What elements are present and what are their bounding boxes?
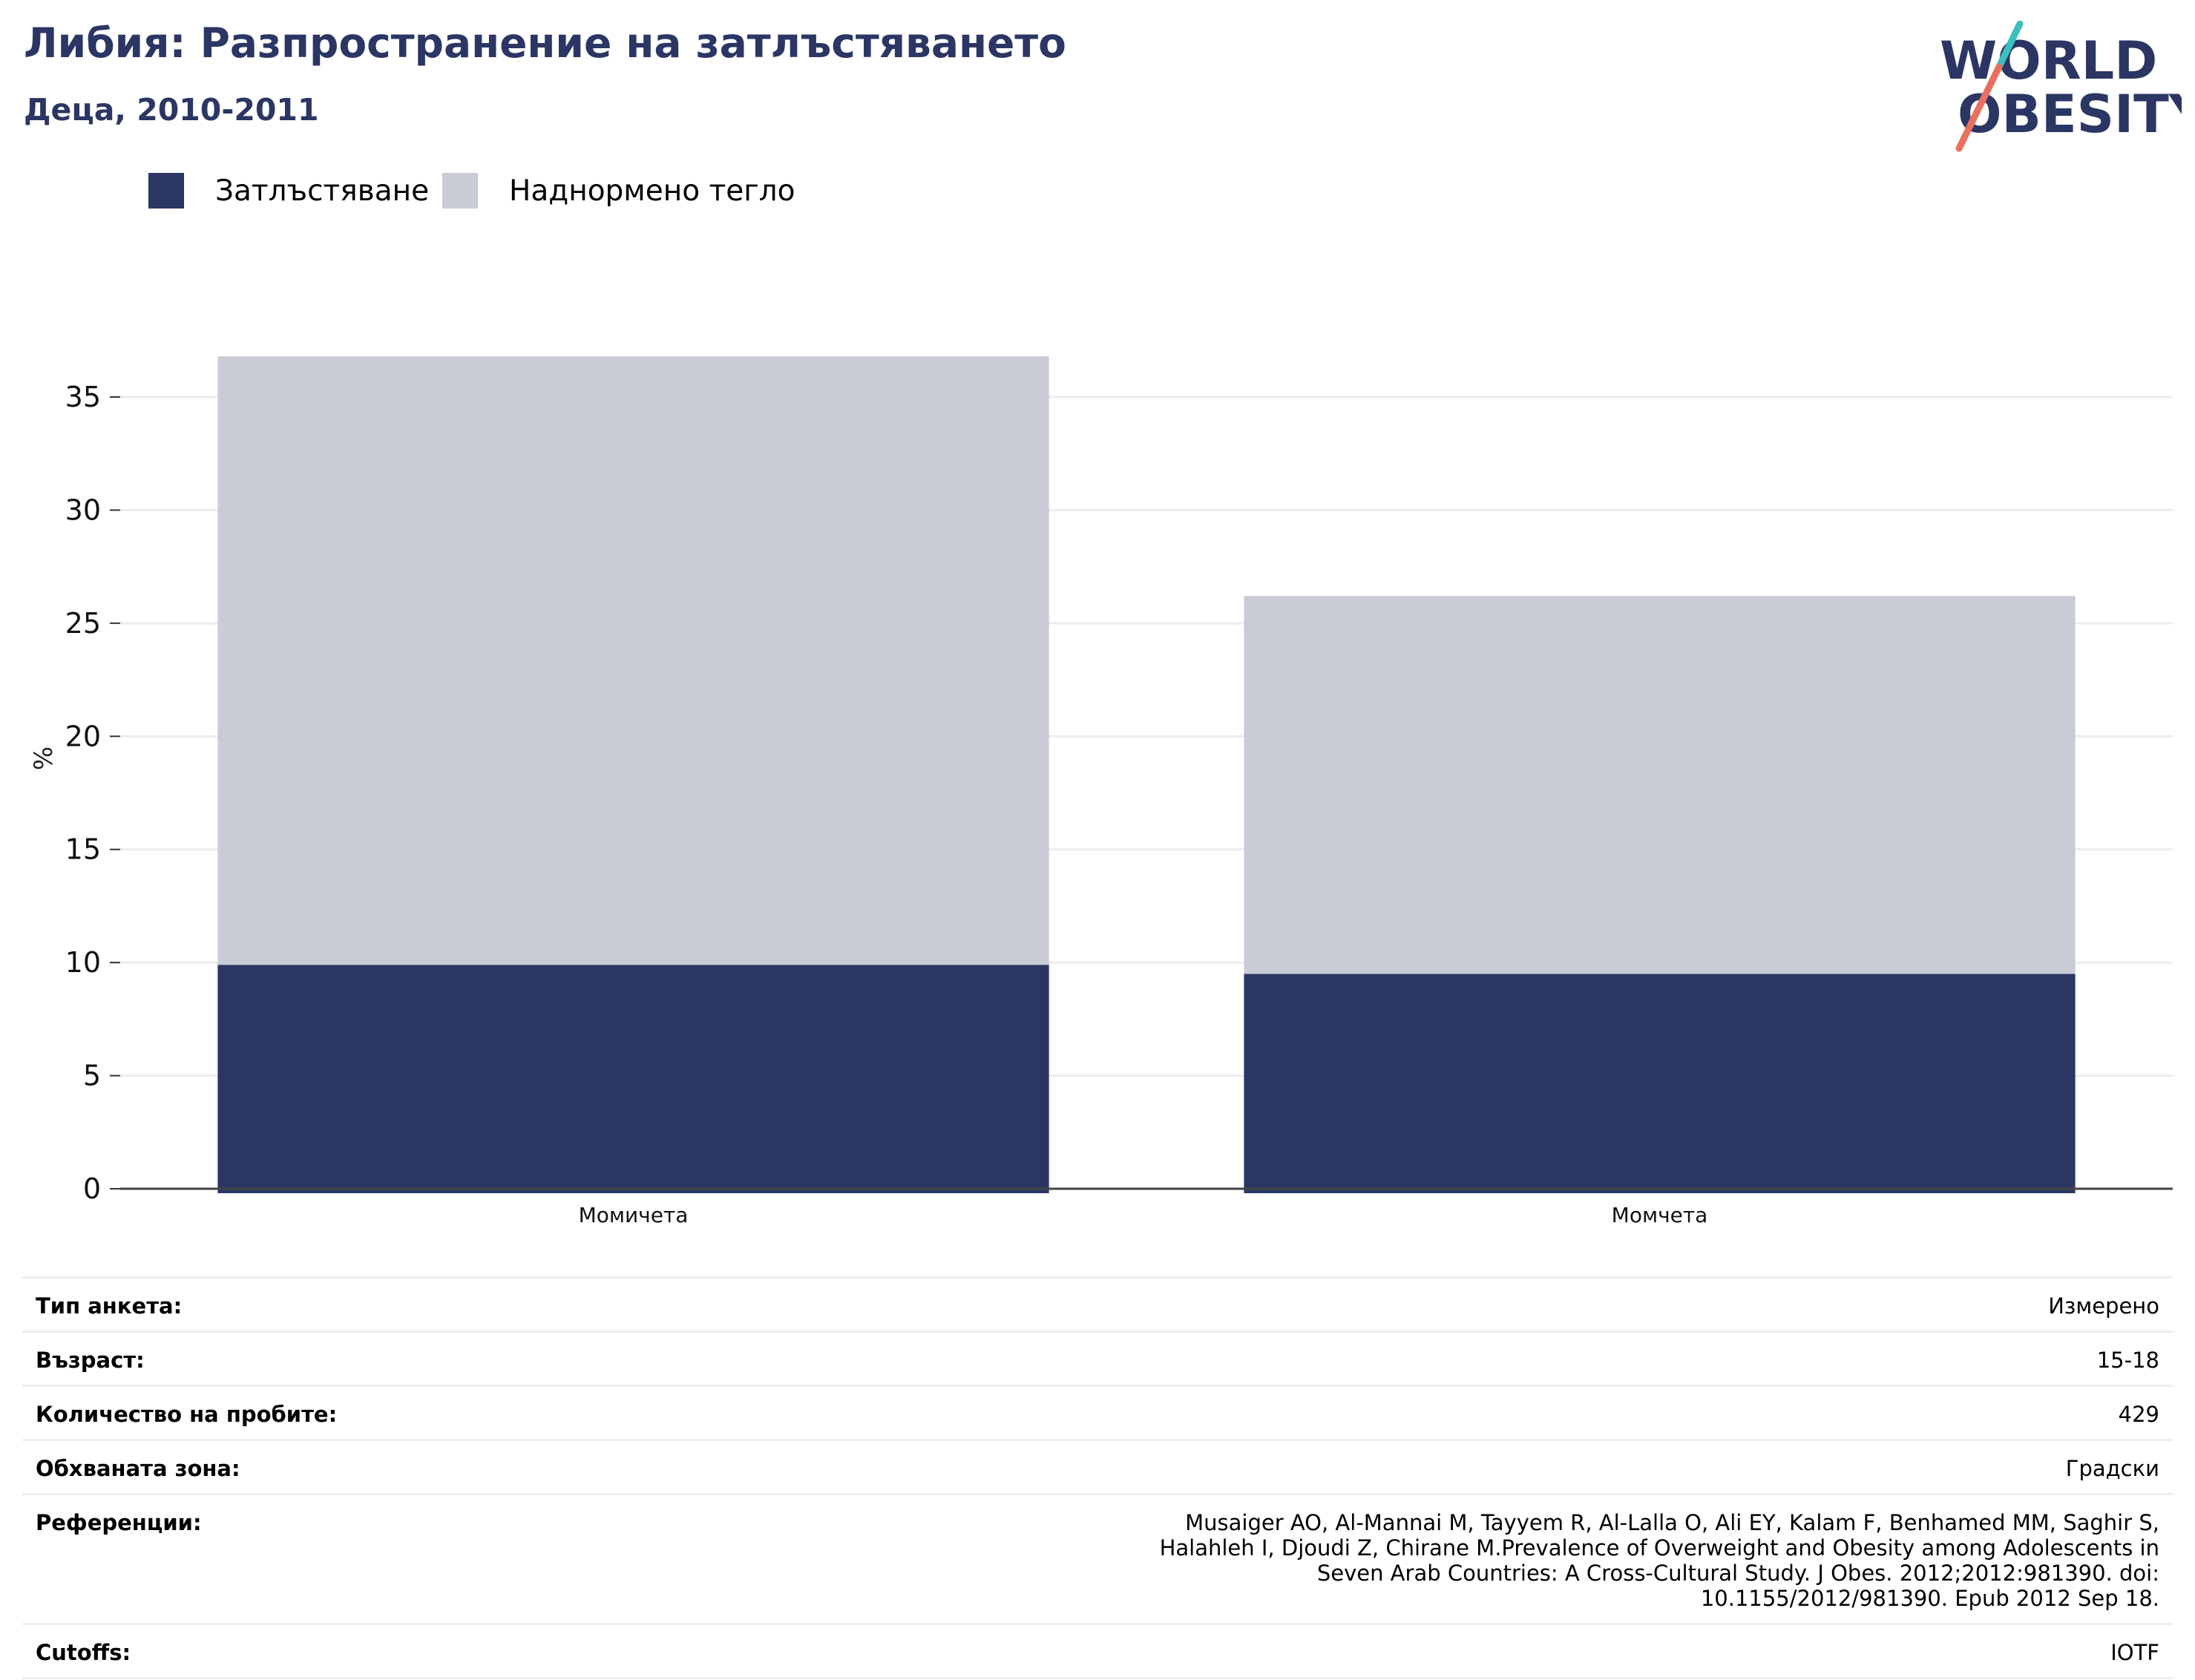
info-row: Обхваната зона: Градски [22, 1440, 2173, 1494]
bars [120, 356, 2173, 1193]
info-value: 429 [2118, 1402, 2159, 1427]
y-tick-label: 0 [83, 1172, 101, 1205]
info-row: Количество на пробите: 429 [22, 1385, 2173, 1440]
info-key: Тип анкета: [36, 1293, 183, 1319]
info-row: Тип анкета: Измерено [22, 1277, 2173, 1332]
info-row: Референции: Musaiger AO, Al-Mannai M, Tay… [22, 1494, 2173, 1624]
y-tick-label: 5 [83, 1060, 101, 1092]
logo-slash-top [1995, 21, 2024, 70]
stacked-bar-chart: 0 5 10 15 20 25 30 35 Момичета Момчета % [29, 356, 2173, 1227]
legend-label-overweight: Наднормено тегло [509, 174, 795, 208]
logo-word-1: WORLD [1940, 30, 2157, 91]
legend-label-obesity: Затлъстяване [215, 174, 430, 208]
info-key: Cutoffs: [36, 1640, 131, 1665]
x-tick-label: Момичета [579, 1203, 689, 1227]
info-key: Количество на пробите: [36, 1402, 338, 1427]
chart-title: Либия: Разпространение на затлъстяването [24, 19, 1066, 67]
logo-slash-bottom [1955, 63, 2003, 152]
y-tick-label: 25 [65, 607, 101, 640]
info-row: Cutoffs: IOTF [22, 1624, 2173, 1679]
chart-subtitle: Деца, 2010-2011 [24, 92, 319, 128]
bar-obesity-1[interactable] [1244, 974, 2076, 1193]
y-tick-label: 35 [65, 381, 101, 413]
bar-overweight-0[interactable] [217, 356, 1049, 965]
bar-obesity-0[interactable] [217, 965, 1049, 1193]
legend-item-overweight[interactable]: Наднормено тегло [442, 172, 795, 209]
legend-swatch-overweight [442, 173, 478, 209]
info-row: Възраст: 15-18 [22, 1331, 2173, 1386]
info-value: Измерено [2048, 1293, 2159, 1319]
y-tick-label: 15 [65, 833, 101, 866]
legend-swatch-obesity [148, 173, 184, 209]
info-value: Musaiger AO, Al-Mannai M, Tayyem R, Al-L… [1159, 1510, 2159, 1611]
y-tick-label: 20 [65, 720, 101, 752]
survey-info-table: Тип анкета: Измерено Възраст: 15-18 Количест… [22, 1276, 2173, 1679]
info-value: IOTF [2110, 1640, 2159, 1665]
y-tick-label: 30 [65, 493, 101, 526]
legend-item-obesity[interactable]: Затлъстяване [148, 172, 429, 209]
info-value: 15-18 [2096, 1348, 2159, 1373]
y-axis-label: % [29, 747, 59, 770]
info-value: Градски [2065, 1456, 2159, 1481]
logo-word-2: OBESITY [1958, 84, 2182, 145]
x-axis-labels: Момичета Момчета [579, 1203, 1708, 1227]
info-key: Обхваната зона: [36, 1456, 240, 1481]
bar-overweight-1[interactable] [1244, 596, 2076, 974]
x-tick-label: Момчета [1612, 1203, 1708, 1227]
world-obesity-logo: WORLD OBESITY [1940, 21, 2182, 152]
y-tick-label: 10 [65, 946, 101, 979]
y-axis-ticks: 0 5 10 15 20 25 30 35 [65, 381, 120, 1205]
info-key: Референции: [36, 1510, 202, 1535]
info-key: Възраст: [36, 1348, 145, 1373]
